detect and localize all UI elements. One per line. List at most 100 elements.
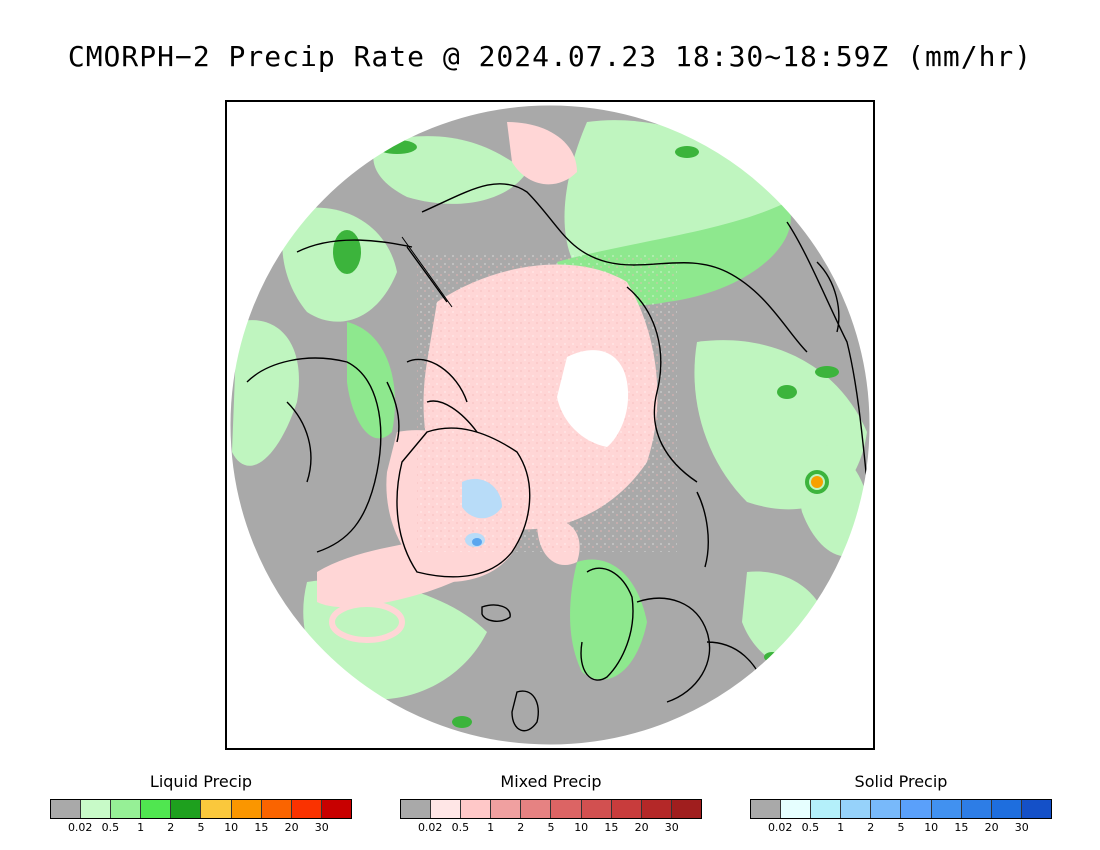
legend-liquid-tick-6: 15 (254, 821, 269, 834)
legend-liquid-tick-4: 5 (197, 821, 205, 834)
legend-liquid-swatch-5 (201, 800, 232, 818)
coastline-novaya-zemlya (696, 491, 709, 568)
legend-mixed-tick-3: 2 (517, 821, 525, 834)
coastline-greenland (396, 427, 531, 578)
liquid-core-atlantic (452, 716, 472, 728)
liquid-core-east-asia-2 (815, 366, 839, 378)
coastline-iceland (481, 604, 511, 622)
legend-liquid-swatch-0 (51, 800, 82, 818)
legend-solid-swatch-1 (781, 800, 812, 818)
legend-mixed-swatch-3 (491, 800, 522, 818)
legend-liquid-ticks: 0.02 0.5 1 2 5 10 15 20 30 (50, 819, 352, 834)
legend-mixed-tick-1: 0.5 (451, 821, 470, 834)
legend-solid-tick-2: 1 (837, 821, 845, 834)
liquid-region-north-pacific (373, 136, 527, 204)
legend-liquid-swatch-4 (171, 800, 202, 818)
legend-mixed-tick-8: 30 (664, 821, 679, 834)
polar-map (225, 100, 875, 750)
map-disk-edge (229, 104, 871, 746)
legend-mixed-swatch-6 (581, 800, 612, 818)
legend-liquid-swatch-2 (111, 800, 142, 818)
coastline-british-isles (511, 690, 539, 732)
legend-mixed-ticks: 0.02 0.5 1 2 5 10 15 20 30 (400, 819, 702, 834)
liquid-region-canada-west (232, 320, 299, 466)
legend-solid-swatch-8 (991, 800, 1022, 818)
legend-liquid-tick-5: 10 (224, 821, 239, 834)
legend-liquid-swatch-3 (141, 800, 172, 818)
legend-solid-swatch-2 (811, 800, 842, 818)
solid-core-greenland (472, 538, 482, 546)
legend-solid-swatch-6 (931, 800, 962, 818)
coastline-taimyr (626, 286, 698, 483)
legend-solid-tick-6: 15 (954, 821, 969, 834)
legend-mixed-swatch-5 (551, 800, 582, 818)
legend-mixed-swatch-0 (401, 800, 432, 818)
legend-solid-tick-3: 2 (867, 821, 875, 834)
legend-mixed-tick-2: 1 (487, 821, 495, 834)
legend-liquid-tick-3: 2 (167, 821, 175, 834)
liquid-region-hudson (347, 322, 395, 439)
legend-mixed-swatch-8 (641, 800, 672, 818)
legend-solid-swatch-5 (901, 800, 932, 818)
liquid-core-alaska (333, 230, 361, 274)
legend-liquid: Liquid Precip 0.02 0.5 1 2 5 10 15 20 30 (50, 772, 352, 834)
legend-mixed-tick-6: 15 (604, 821, 619, 834)
legend-solid: Solid Precip 0.02 0.5 1 2 5 10 15 20 30 (750, 772, 1052, 834)
legend-mixed-swatch-1 (431, 800, 462, 818)
legend-solid-swatch-4 (871, 800, 902, 818)
coastline-north-america (246, 357, 382, 553)
missing-data-pole (557, 350, 629, 447)
legend-mixed: Mixed Precip 0.02 0.5 1 2 5 10 15 20 30 (400, 772, 702, 834)
coastlines (246, 183, 868, 732)
legend-liquid-tick-0: 0.02 (67, 821, 93, 834)
legend-solid-tick-0: 0.02 (767, 821, 793, 834)
mixed-region-siberia-pink (507, 122, 577, 185)
liquid-core-siberia (675, 146, 699, 158)
legend-solid-ticks: 0.02 0.5 1 2 5 10 15 20 30 (750, 819, 1052, 834)
legend-solid-tick-7: 20 (984, 821, 999, 834)
liquid-core-east-asia-1 (777, 385, 797, 399)
legend-solid-swatch-9 (1021, 800, 1051, 818)
legend-mixed-tick-4: 5 (547, 821, 555, 834)
precip-field (230, 105, 870, 745)
legend-liquid-tick-2: 1 (137, 821, 145, 834)
legend-solid-swatch-7 (961, 800, 992, 818)
legend-mixed-swatch-4 (521, 800, 552, 818)
legend-liquid-title: Liquid Precip (149, 772, 253, 791)
legend-mixed-title: Mixed Precip (500, 772, 602, 791)
legend-mixed-swatch-7 (611, 800, 642, 818)
legend-mixed-tick-5: 10 (574, 821, 589, 834)
convective-cell-ring (805, 470, 829, 494)
legend-solid-tick-4: 5 (897, 821, 905, 834)
coastline-scandinavia (580, 567, 634, 681)
legend-solid-tick-1: 0.5 (801, 821, 820, 834)
legend-solid-title: Solid Precip (854, 772, 948, 791)
legend-solid-bar (750, 799, 1052, 819)
legend-solid-swatch-0 (751, 800, 782, 818)
legend-liquid-tick-8: 30 (314, 821, 329, 834)
legend-mixed-swatch-9 (671, 800, 701, 818)
legend-solid-swatch-3 (841, 800, 872, 818)
mixed-texture-overlay (417, 252, 677, 552)
coastline-east-asia (786, 221, 868, 483)
coastline-siberia (421, 183, 808, 353)
liquid-region-asia-south (787, 440, 870, 557)
legend-solid-tick-5: 10 (924, 821, 939, 834)
legend-solid-tick-8: 30 (1014, 821, 1029, 834)
boundary-alaska-canada (401, 236, 453, 308)
legend-liquid-swatch-9 (321, 800, 351, 818)
convective-cell-orange (811, 476, 823, 488)
coastline-alaska (296, 239, 448, 303)
legend-mixed-bar (400, 799, 702, 819)
map-title: CMORPH−2 Precip Rate @ 2024.07.23 18:30~… (67, 40, 1033, 73)
legend-liquid-swatch-6 (231, 800, 262, 818)
legend-liquid-swatch-7 (261, 800, 292, 818)
legend-mixed-tick-0: 0.02 (417, 821, 443, 834)
precip-map-canvas (229, 104, 871, 746)
coastline-canadian-archipelago (386, 358, 478, 443)
legend-liquid-tick-1: 0.5 (101, 821, 120, 834)
legend-liquid-tick-7: 20 (284, 821, 299, 834)
legend-liquid-bar (50, 799, 352, 819)
legend-liquid-swatch-1 (81, 800, 112, 818)
mixed-swirl-atlantic (329, 601, 405, 643)
